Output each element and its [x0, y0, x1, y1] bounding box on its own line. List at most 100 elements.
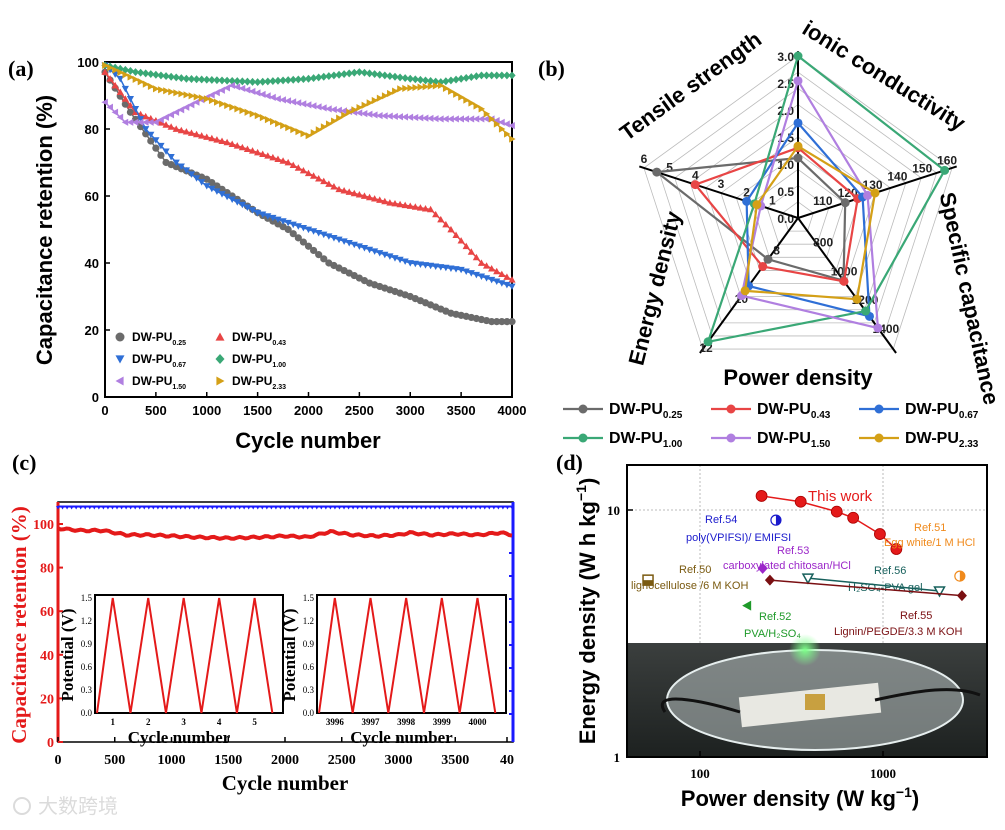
data-point [755, 490, 768, 502]
x-tick-label: 500 [145, 403, 167, 418]
efficiency-point [233, 505, 238, 510]
data-point [391, 112, 398, 121]
y-tick-label: 20 [85, 323, 99, 338]
x-axis-title-close: ) [912, 786, 919, 811]
data-point [498, 71, 506, 80]
data-point [315, 126, 323, 134]
data-point [503, 281, 511, 289]
series-0.25 [101, 68, 516, 326]
inset-x-tick-label: 3 [181, 717, 186, 727]
radar-axis-title: Specific capacitance [935, 190, 1004, 407]
data-point [361, 101, 369, 109]
efficiency-point [137, 505, 142, 510]
y-axis-title: Energy density (W h kg−1) [573, 478, 600, 745]
radar-axis [638, 165, 799, 219]
data-point [320, 255, 328, 263]
radar-tick-label: 120 [838, 186, 858, 200]
data-point [172, 73, 180, 82]
legend-marker [726, 433, 736, 443]
x-tick-label: 2500 [345, 403, 374, 418]
radar-series-line [706, 54, 947, 344]
data-point [289, 75, 297, 84]
data-point [178, 90, 185, 98]
data-point [411, 203, 419, 210]
efficiency-point [437, 505, 442, 510]
efficiency-point [332, 505, 337, 510]
data-point [304, 74, 313, 83]
radar-tick-label: 4 [692, 169, 699, 183]
panel-a: (a) 0 500 1000 1500 2000 2500 3000 3500 4000 0 20 40… [8, 55, 526, 453]
data-point [757, 562, 768, 574]
data-point [248, 87, 256, 96]
data-point [320, 72, 328, 81]
efficiency-point [496, 505, 501, 510]
efficiency-point [287, 505, 292, 510]
inset-2: 3996 3997 3998 3999 4000 0.0 0.3 0.6 0.9 1.2 1.5 Cy… [280, 593, 507, 747]
data-point [830, 505, 843, 518]
efficiency-point [428, 505, 433, 510]
data-point [203, 75, 211, 84]
legend-marker [216, 376, 225, 386]
data-point [126, 118, 134, 126]
legend-label-sub: 0.43 [272, 340, 286, 347]
data-point [391, 72, 399, 81]
data-point [381, 71, 389, 80]
series-this-work: This work [755, 488, 903, 555]
data-point [340, 70, 348, 79]
data-point [508, 122, 515, 130]
legend-marker [115, 376, 124, 386]
data-point [152, 118, 159, 126]
x-tick-label: 3500 [447, 403, 476, 418]
inset-x-tick-label: 3996 [326, 717, 345, 727]
data-point [468, 99, 475, 107]
series-0.67 [101, 62, 516, 291]
data-point [432, 82, 440, 90]
efficiency-point [296, 505, 301, 510]
data-point [406, 260, 414, 267]
radar-data-point [763, 254, 773, 264]
efficiency-point [319, 505, 324, 510]
inset-y-tick-label: 0.9 [303, 639, 315, 649]
efficiency-point [251, 505, 256, 510]
data-point [147, 137, 155, 145]
data-point [320, 104, 327, 112]
panel-c: (c) 0 500 1000 1500 2000 2500 3000 3500 40 0 20 40 60… [7, 450, 515, 795]
x-tick-label: 1000 [870, 766, 896, 781]
inset-1: 1 2 3 4 5 0.0 0.3 0.6 0.9 1.2 1.5 Cycle number Poten… [58, 593, 284, 747]
data-point [371, 248, 379, 255]
y-tick-label: 100 [33, 518, 54, 533]
data-point [294, 223, 302, 230]
efficiency-point [174, 505, 179, 510]
data-point [401, 74, 409, 83]
radar-axis-title: Power density [723, 365, 873, 390]
data-point [264, 77, 272, 86]
data-point [259, 77, 267, 86]
data-point [224, 101, 231, 110]
data-point [350, 68, 358, 77]
radar-data-point [793, 153, 803, 163]
data-point [142, 126, 150, 133]
data-point [228, 140, 236, 147]
radar-data-point [752, 200, 762, 210]
data-point [472, 253, 480, 261]
efficiency-point [255, 505, 260, 510]
radar-data-point [793, 141, 803, 151]
data-point [107, 64, 114, 72]
data-point [203, 133, 211, 140]
data-point [412, 83, 419, 92]
radar-data-point [703, 337, 713, 347]
data-point [356, 103, 363, 112]
data-point [264, 213, 272, 220]
x-axis-title-main: Power density (W kg [681, 786, 896, 811]
data-point [279, 157, 287, 164]
data-point [142, 112, 150, 120]
radar-data-point [852, 294, 862, 304]
data-point [442, 77, 450, 86]
legend-label: DW-PU1.00 [232, 352, 286, 369]
data-point [467, 248, 475, 255]
data-point [325, 105, 332, 113]
data-point [112, 66, 119, 74]
data-point [396, 256, 404, 264]
data-point [157, 151, 165, 159]
data-point [157, 71, 165, 80]
